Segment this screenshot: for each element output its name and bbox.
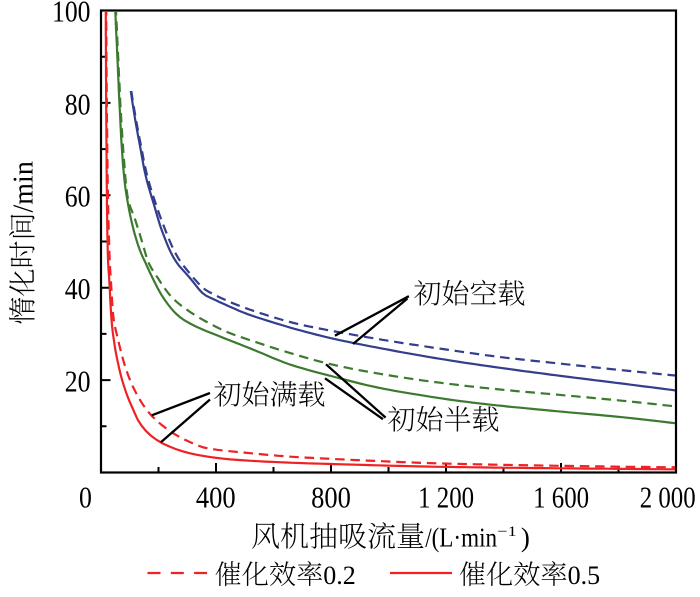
svg-text:0.5: 0.5: [568, 561, 601, 590]
svg-text:): ): [521, 523, 530, 553]
svg-text:/min: /min: [9, 161, 40, 212]
svg-text:40: 40: [65, 271, 91, 306]
svg-text:1 600: 1 600: [533, 480, 589, 515]
svg-text:0: 0: [79, 480, 92, 515]
svg-text:20: 20: [65, 364, 91, 399]
svg-text:−1: −1: [497, 524, 516, 540]
svg-text:0.2: 0.2: [323, 561, 356, 590]
svg-text:400: 400: [196, 480, 236, 515]
svg-text:/(L·min: /(L·min: [425, 523, 497, 553]
svg-text:80: 80: [65, 86, 91, 121]
svg-text:2 000: 2 000: [640, 480, 696, 515]
svg-text:60: 60: [65, 179, 91, 214]
svg-text:1 200: 1 200: [418, 480, 474, 515]
svg-text:800: 800: [311, 480, 351, 515]
svg-text:100: 100: [52, 0, 91, 29]
